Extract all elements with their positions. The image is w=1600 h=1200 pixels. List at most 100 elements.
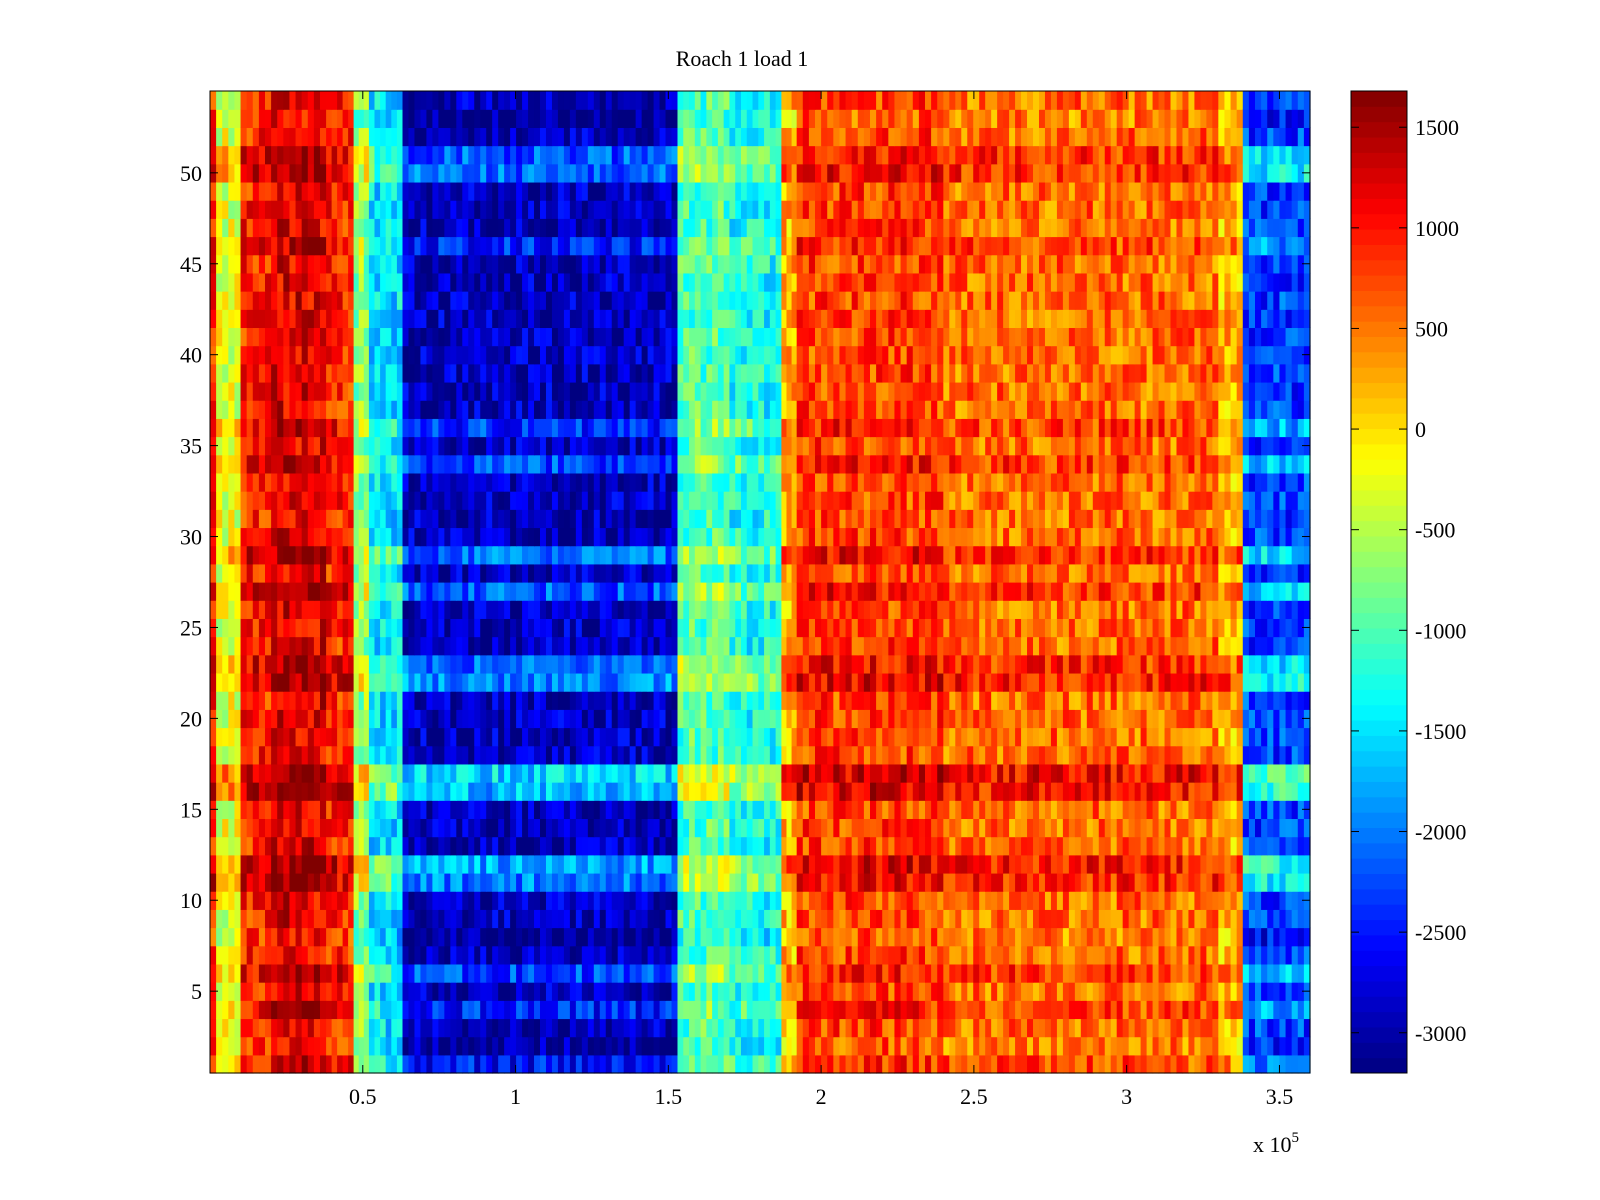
heatmap-cell (563, 491, 571, 510)
heatmap-cell (671, 1054, 679, 1074)
heatmap-cell (551, 872, 559, 892)
heatmap-cell (283, 691, 291, 710)
heatmap-cell (320, 109, 327, 128)
heatmap-cell (492, 782, 499, 801)
heatmap-cell (563, 327, 571, 347)
heatmap-cell (216, 381, 223, 401)
heatmap-cell (764, 836, 771, 856)
heatmap-cell (283, 181, 291, 201)
heatmap-cell (683, 854, 690, 874)
heatmap-cell (653, 563, 661, 583)
heatmap-cell (729, 563, 736, 583)
heatmap-cell (516, 909, 523, 929)
heatmap-cell (717, 491, 725, 510)
heatmap-cell (438, 872, 445, 892)
heatmap-cell (700, 782, 707, 801)
heatmap-cell (414, 654, 422, 674)
heatmap-cell (569, 545, 577, 565)
heatmap-cell (522, 982, 529, 1001)
heatmap-cell (474, 327, 481, 347)
heatmap-cell (504, 945, 511, 965)
heatmap-cell (605, 291, 613, 310)
heatmap-cell (216, 927, 223, 947)
heatmap-cell (629, 163, 637, 183)
heatmap-cell (265, 654, 272, 674)
heatmap-cell (605, 1018, 613, 1038)
heatmap-cell (617, 982, 625, 1001)
heatmap-cell (295, 782, 303, 801)
heatmap-cell (540, 1036, 547, 1056)
heatmap-cell (240, 582, 248, 601)
heatmap-cell (432, 418, 439, 438)
heatmap-cell (363, 381, 370, 401)
heatmap-cell (653, 200, 661, 219)
heatmap-cell (216, 309, 223, 329)
heatmap-cell (252, 491, 260, 510)
heatmap-cell (374, 854, 381, 874)
heatmap-cell (414, 109, 422, 128)
heatmap-cell (629, 309, 637, 329)
heatmap-cell (438, 909, 445, 929)
heatmap-cell (492, 672, 499, 692)
heatmap-cell (522, 109, 529, 128)
heatmap-cell (480, 109, 487, 128)
heatmap-cell (380, 563, 387, 583)
heatmap-cell (258, 163, 266, 183)
heatmap-cell (252, 672, 260, 692)
heatmap-cell (307, 181, 315, 201)
heatmap-cell (320, 381, 327, 401)
heatmap-cell (706, 800, 713, 820)
heatmap-cell (313, 345, 321, 365)
heatmap-cell (462, 1054, 469, 1074)
heatmap-cell (569, 582, 577, 601)
heatmap-cell (617, 618, 625, 638)
heatmap-cell (706, 945, 713, 965)
heatmap-cell (444, 145, 451, 165)
heatmap-cell (653, 582, 661, 601)
heatmap-cell (635, 745, 643, 765)
heatmap-cell (307, 254, 315, 274)
heatmap-cell (210, 782, 217, 801)
heatmap-cell (374, 418, 381, 438)
heatmap-cell (534, 309, 541, 329)
heatmap-cell (342, 709, 349, 729)
heatmap-cell (385, 127, 392, 147)
heatmap-cell (283, 727, 291, 747)
heatmap-cell (545, 1054, 553, 1074)
heatmap-cell (326, 945, 333, 965)
heatmap-cell (581, 91, 589, 110)
heatmap-cell (391, 691, 398, 710)
heatmap-cell (240, 1054, 248, 1074)
heatmap-cell (575, 818, 583, 838)
heatmap-cell (252, 763, 260, 783)
heatmap-cell (516, 709, 523, 729)
heatmap-cell (700, 836, 707, 856)
heatmap-cell (271, 600, 278, 619)
heatmap-cell (320, 454, 327, 474)
heatmap-cell (326, 436, 333, 456)
heatmap-cell (307, 1036, 315, 1056)
heatmap-cell (534, 654, 541, 674)
heatmap-cell (414, 254, 422, 274)
heatmap-cell (480, 909, 487, 929)
heatmap-cell (337, 891, 344, 910)
heatmap-cell (277, 509, 284, 529)
heatmap-cell (545, 818, 553, 838)
heatmap-cell (587, 418, 595, 438)
heatmap-cell (769, 782, 777, 801)
heatmap-cell (510, 709, 517, 729)
heatmap-cell (222, 309, 229, 329)
heatmap-cell (717, 618, 725, 638)
heatmap-cell (396, 236, 404, 256)
heatmap-cell (391, 363, 398, 383)
heatmap-cell (240, 400, 248, 419)
heatmap-cell (234, 709, 242, 729)
heatmap-cell (706, 181, 713, 201)
heatmap-cell (301, 1054, 309, 1074)
heatmap-cell (545, 400, 553, 419)
heatmap-cell (635, 127, 643, 147)
heatmap-cell (563, 582, 571, 601)
heatmap-cell (391, 400, 398, 419)
heatmap-cell (228, 854, 236, 874)
heatmap-cell (252, 436, 260, 456)
